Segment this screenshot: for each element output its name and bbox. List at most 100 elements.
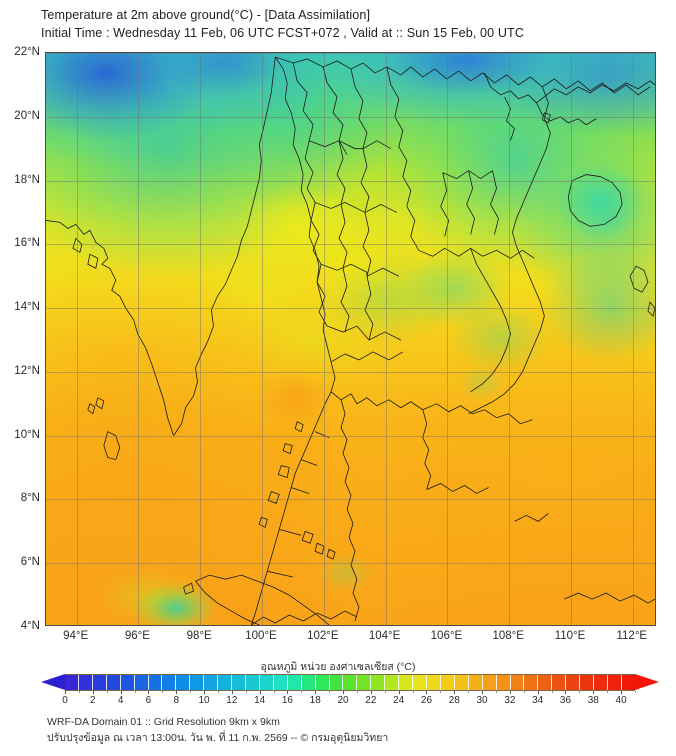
colorbar-minor-tick	[162, 691, 164, 693]
colorbar-segment	[120, 675, 135, 690]
colorbar-segment	[566, 675, 581, 690]
x-tick-label-112E: 112°E	[616, 630, 648, 642]
x-tick-label-98E: 98°E	[186, 630, 212, 642]
colorbar-low-extend-arrow-icon	[41, 674, 65, 690]
chart-title-block: Temperature at 2m above ground(°C) - [Da…	[41, 7, 661, 42]
x-tick-label-102E: 102°E	[307, 630, 339, 642]
x-tick-label-108E: 108°E	[492, 630, 524, 642]
gridline-lat-14	[46, 308, 655, 310]
colorbar-segment	[106, 675, 121, 690]
colorbar-segment	[315, 675, 330, 690]
gridline-lat-12	[46, 371, 655, 373]
colorbar-tick	[343, 691, 345, 694]
colorbar-segment	[538, 675, 553, 690]
colorbar-segment	[496, 675, 511, 690]
colorbar-segment	[287, 675, 302, 690]
gridline-lon-106	[447, 53, 449, 625]
colorbar-tick-label: 2	[90, 695, 96, 706]
colorbar-minor-tick	[468, 691, 470, 693]
colorbar-minor-tick	[245, 691, 247, 693]
colorbar-segment	[204, 675, 219, 690]
colorbar-segment	[580, 675, 595, 690]
colorbar-minor-tick	[273, 691, 275, 693]
colorbar-segment	[176, 675, 191, 690]
colorbar-minor-tick	[329, 691, 331, 693]
colorbar-segment	[259, 675, 274, 690]
colorbar-tick-label: 24	[393, 695, 405, 706]
colorbar-segment	[65, 675, 79, 690]
temperature-map-plot	[45, 52, 656, 626]
colorbar-segment	[343, 675, 358, 690]
colorbar-body[interactable]: 0 2 4 6 8 10 12 14 16 18 20 22 24 26 28 30 32 34 36 38 40	[41, 674, 659, 706]
colorbar-tick	[370, 691, 372, 694]
colorbar-segment	[594, 675, 608, 690]
y-tick-label-16N: 16°N	[14, 237, 40, 250]
colorbar-tick-label: 36	[559, 695, 572, 706]
colorbar-segment	[482, 675, 497, 690]
colorbar-minor-tick	[551, 691, 553, 693]
temperature-field-small-cells	[46, 53, 655, 625]
colorbar-tick-label: 26	[420, 695, 433, 706]
colorbar-tick	[204, 691, 206, 694]
y-tick-label-4N: 4°N	[20, 620, 40, 632]
colorbar-tick	[148, 691, 150, 694]
gridline-lon-96	[138, 53, 140, 625]
colorbar-tick	[621, 691, 623, 694]
gridline-lon-110	[571, 53, 572, 625]
colorbar[interactable]: อุณหภูมิ หน่วย องศาเซลเซียส (°C) 0 2 4 6 8 10…	[0, 658, 676, 708]
colorbar-tick	[92, 691, 94, 694]
x-tick-label-100E: 100°E	[245, 630, 277, 642]
colorbar-segment	[190, 675, 205, 690]
colorbar-minor-tick	[607, 691, 609, 693]
colorbar-segment	[413, 675, 427, 690]
title-line-1: Temperature at 2m above ground(°C) - [Da…	[41, 8, 371, 22]
colorbar-tick	[65, 691, 66, 694]
y-tick-label-6N: 6°N	[20, 556, 40, 569]
colorbar-high-extend-arrow-icon	[635, 674, 659, 690]
gridline-lat-16	[46, 244, 655, 246]
y-tick-label-20N: 20°N	[14, 109, 40, 122]
colorbar-tick	[398, 691, 400, 694]
colorbar-segment	[468, 675, 483, 690]
colorbar-segment	[607, 675, 622, 690]
colorbar-segment	[440, 675, 455, 690]
gridline-lon-94	[76, 53, 78, 625]
gridline-lon-102	[323, 53, 325, 625]
colorbar-segment	[371, 675, 386, 690]
gridline-lon-104	[385, 53, 387, 625]
gridline-lat-6	[46, 563, 655, 565]
colorbar-tick	[565, 691, 567, 694]
colorbar-tick-label: 28	[448, 695, 460, 706]
colorbar-minor-tick	[301, 691, 303, 693]
colorbar-minor-tick	[384, 691, 386, 693]
colorbar-tick-label: 32	[504, 695, 516, 706]
colorbar-tick	[231, 691, 233, 694]
colorbar-minor-tick	[635, 691, 636, 693]
colorbar-segment	[148, 675, 163, 690]
colorbar-tick	[426, 691, 428, 694]
footer-line-2: ปรับปรุงข้อมูล ณ เวลา 13:00น. วัน พ. ที่…	[47, 732, 389, 744]
colorbar-tick-label: 38	[587, 695, 599, 706]
y-tick-label-18N: 18°N	[14, 173, 40, 186]
colorbar-title: อุณหภูมิ หน่วย องศาเซลเซียส (°C)	[260, 661, 416, 673]
colorbar-tick-label: 16	[281, 695, 293, 706]
colorbar-tick-label: 8	[173, 695, 179, 706]
gridline-lat-18	[46, 180, 655, 182]
colorbar-segment	[134, 675, 149, 690]
x-tick-label-104E: 104°E	[368, 630, 401, 642]
colorbar-tick	[287, 691, 289, 694]
colorbar-segments[interactable]	[65, 674, 635, 691]
colorbar-segment	[301, 675, 316, 690]
y-tick-label-12N: 12°N	[14, 364, 40, 377]
colorbar-minor-tick	[523, 691, 525, 693]
colorbar-minor-tick	[495, 691, 497, 693]
footer-block: WRF-DA Domain 01 :: Grid Resolution 9km …	[47, 714, 647, 746]
x-tick-label-96E: 96°E	[124, 630, 150, 642]
colorbar-minor-tick	[190, 691, 192, 693]
colorbar-tick-label: 22	[365, 695, 377, 706]
colorbar-tick-label: 12	[226, 695, 238, 706]
colorbar-segment	[218, 675, 233, 690]
colorbar-segment	[273, 675, 288, 690]
y-tick-label-10N: 10°N	[14, 428, 40, 441]
colorbar-segment	[454, 675, 469, 690]
